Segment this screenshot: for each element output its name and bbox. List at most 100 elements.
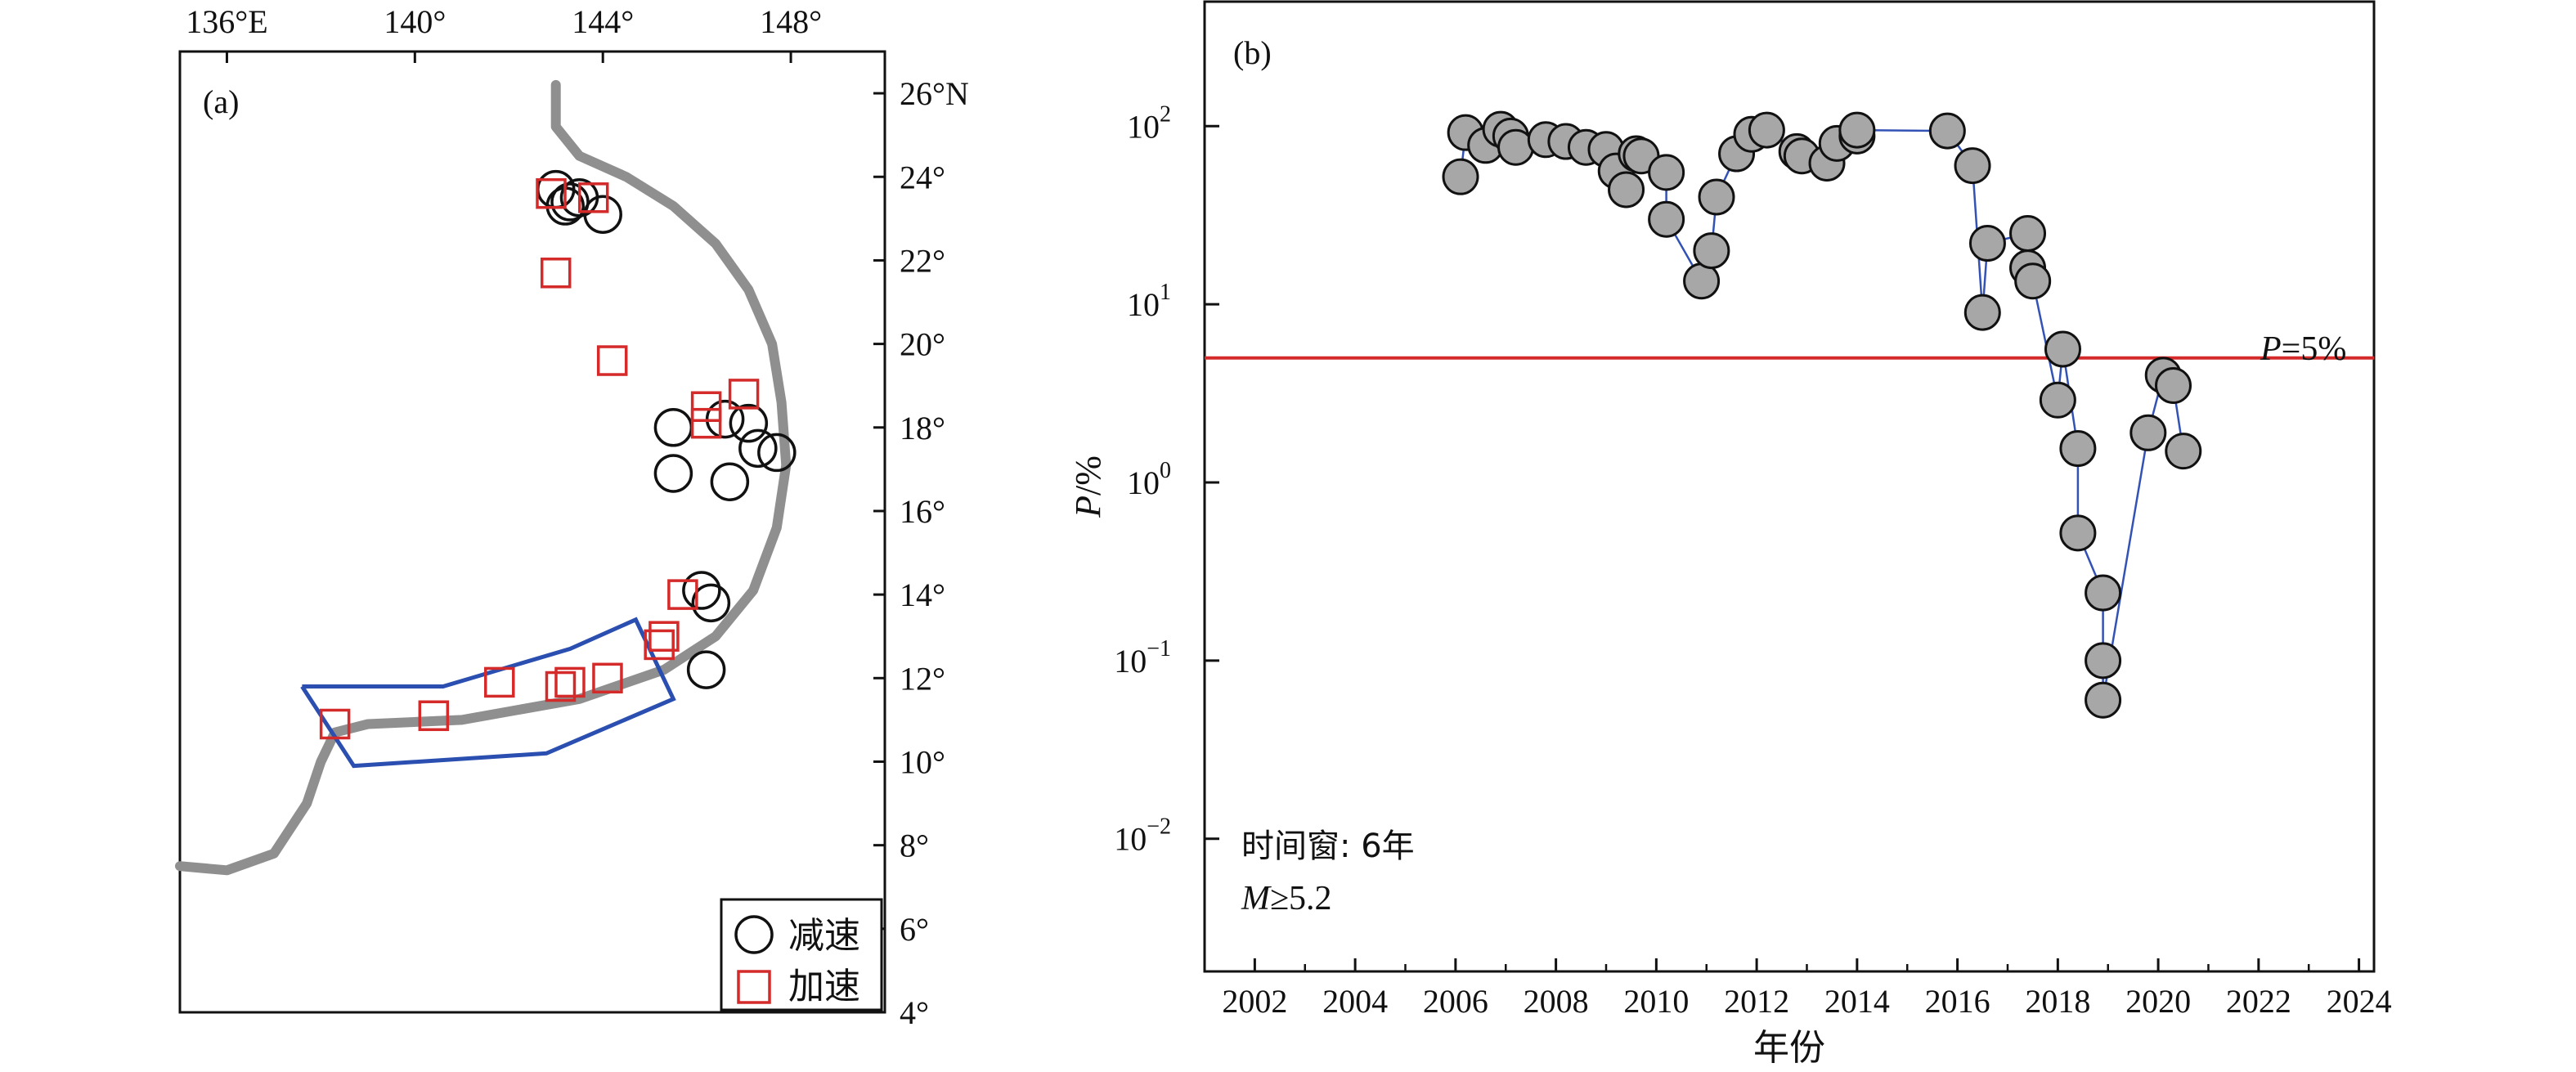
b-y-tick-exponent: 0 — [1160, 458, 1171, 483]
accel-event-marker — [545, 671, 577, 702]
p-value-point — [1683, 262, 1721, 300]
accel-event-marker — [554, 666, 586, 698]
a-x-tick-label: 136°E — [186, 3, 267, 40]
p-value-point — [2155, 366, 2192, 404]
a-y-tick-label: 24° — [900, 159, 945, 195]
a-y-tick-label: 10° — [900, 743, 945, 780]
a-x-tick-label: 144° — [572, 3, 634, 40]
p-value-point — [2085, 642, 2122, 680]
p-value-point — [2165, 433, 2202, 470]
y-axis-title-italic: P — [1068, 496, 1108, 518]
p-value-point — [2014, 262, 2052, 300]
p-value-point — [2039, 381, 2076, 419]
decel-event-marker — [682, 571, 721, 610]
decel-event-marker — [710, 462, 750, 501]
accel-event-marker — [596, 345, 628, 376]
annotation-magnitude-rest: ≥5.2 — [1270, 880, 1332, 917]
accel-event-marker — [648, 621, 680, 652]
p-value-point — [2129, 414, 2167, 451]
p-value-point — [2059, 430, 2097, 468]
b-x-tick-label: 2010 — [1623, 983, 1689, 1020]
b-y-tick-label: 101 — [1127, 280, 1171, 323]
panel-a-map: 136°E 140° 144° 148° 26°N 24° 22° 20° 18° 16° 14°… — [175, 3, 969, 1031]
panel-b-label: (b) — [1233, 34, 1272, 71]
b-x-tick-label: 2004 — [1322, 983, 1388, 1020]
accel-event-marker — [418, 700, 450, 732]
p-value-point — [1608, 171, 1645, 209]
b-y-tick-exponent: 2 — [1160, 101, 1171, 127]
b-x-tick-label: 2018 — [2025, 983, 2090, 1020]
legend-accel-label: 加速 — [788, 966, 860, 1007]
b-y-tick-exponent: −1 — [1147, 636, 1171, 662]
accel-event-marker — [484, 666, 515, 698]
b-y-tick-label: 100 — [1127, 458, 1171, 501]
trench-layer — [175, 79, 792, 876]
accel-event-marker — [667, 579, 698, 610]
a-y-tick-label: 12° — [900, 660, 945, 697]
a-y-tick-label: 22° — [900, 242, 945, 279]
y-axis-title-rest: /% — [1068, 455, 1108, 496]
b-y-tick-base: 10 — [1127, 108, 1160, 145]
accel-event-marker — [690, 407, 722, 439]
b-y-tick-base: 10 — [1114, 643, 1147, 680]
p-value-point — [2009, 214, 2047, 252]
a-x-tick-label: 140° — [384, 3, 446, 40]
b-x-tick-label: 2012 — [1724, 983, 1789, 1020]
decel-event-marker — [729, 403, 769, 443]
panel-a-legend: 减速 加速 — [720, 898, 883, 1011]
p-value-point — [1748, 111, 1785, 149]
panel-b-x-axis: 2002 2004 2006 2008 2010 2012 2014 2016 2018 2020… — [1203, 958, 2392, 1020]
threshold-label-rest: =5% — [2282, 330, 2347, 368]
b-y-tick-base: 10 — [1127, 286, 1160, 323]
b-y-tick-label: 10−2 — [1114, 814, 1171, 858]
p-value-point — [2059, 514, 2097, 552]
b-x-tick-label: 2008 — [1524, 983, 1589, 1020]
p-value-point — [1693, 232, 1730, 270]
b-x-tick-label: 2006 — [1423, 983, 1488, 1020]
annotation-window: 时间窗: 6年 — [1241, 828, 1415, 865]
b-x-tick-label: 2024 — [2327, 983, 2392, 1020]
event-markers — [319, 169, 797, 740]
b-y-tick-label: 10−1 — [1114, 636, 1171, 680]
b-y-tick-label: 102 — [1127, 101, 1171, 145]
p-value-point — [1963, 294, 2001, 331]
b-y-tick-base: 10 — [1127, 464, 1160, 501]
annotation-magnitude-italic: M — [1241, 880, 1272, 917]
a-y-tick-label: 8° — [900, 828, 929, 864]
p-value-point — [1968, 225, 2006, 262]
p-value-point — [1698, 178, 1735, 216]
b-y-tick-exponent: 1 — [1160, 280, 1171, 305]
p-value-point — [1648, 200, 1685, 238]
accel-event-marker — [319, 708, 351, 740]
a-y-tick-label: 16° — [900, 493, 945, 530]
b-y-tick-base: 10 — [1114, 821, 1147, 858]
a-y-tick-label: 4° — [900, 994, 929, 1031]
legend-decel-label: 减速 — [788, 915, 860, 957]
decel-event-marker — [686, 650, 726, 689]
b-x-tick-label: 2002 — [1222, 983, 1287, 1020]
b-x-tick-label: 2014 — [1824, 983, 1890, 1020]
p-value-point — [1497, 128, 1535, 166]
decel-event-marker — [583, 195, 622, 234]
a-y-tick-label: 26°N — [900, 75, 969, 112]
p-value-point — [1954, 147, 1991, 185]
panel-a-frame — [178, 50, 886, 1014]
a-y-tick-label: 18° — [900, 410, 945, 446]
accel-event-marker — [577, 182, 609, 213]
p-value-point — [1838, 111, 1876, 149]
decel-event-marker — [738, 428, 778, 469]
p-value-point — [1442, 158, 1479, 195]
annotation-magnitude: M≥5.2 — [1241, 880, 1332, 917]
decel-event-marker — [757, 433, 797, 473]
accel-event-marker — [536, 177, 567, 209]
b-x-tick-label: 2016 — [1925, 983, 1990, 1020]
threshold-label-italic: P — [2260, 330, 2282, 368]
accel-event-marker — [644, 629, 675, 661]
p-value-point — [2044, 330, 2081, 368]
accel-event-marker — [728, 379, 760, 410]
x-axis-title: 年份 — [1753, 1027, 1825, 1069]
a-y-tick-label: 20° — [900, 326, 945, 363]
p-value-point — [2085, 574, 2122, 612]
panel-b-chart: (b) 2002 2004 2006 2008 2010 2012 2014 2016 2018… — [1068, 0, 2392, 1069]
